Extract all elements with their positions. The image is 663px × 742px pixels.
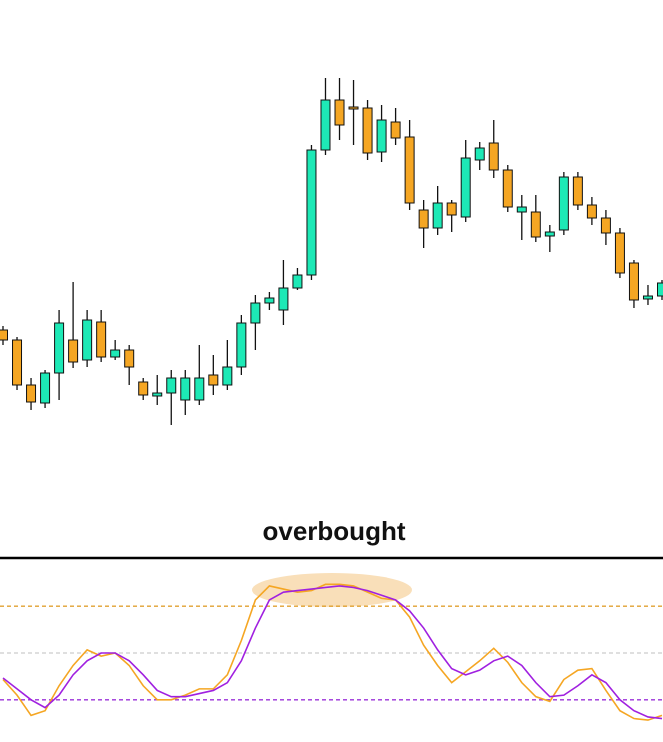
candle-body bbox=[614, 232, 625, 274]
candle-body bbox=[264, 297, 275, 304]
candle-body bbox=[222, 366, 233, 386]
candle-body bbox=[446, 202, 457, 216]
candle-body bbox=[40, 372, 51, 404]
candle-body bbox=[600, 217, 611, 234]
candle-body bbox=[26, 384, 37, 403]
candle-body bbox=[657, 282, 663, 297]
candle-body bbox=[544, 231, 555, 237]
oscillator-line bbox=[2, 585, 663, 720]
candle-body bbox=[236, 322, 247, 368]
candle-body bbox=[516, 206, 527, 213]
candle-body bbox=[208, 374, 219, 386]
candle-body bbox=[166, 377, 177, 394]
candle-body bbox=[642, 295, 653, 300]
candle-body bbox=[488, 142, 499, 171]
candle-body bbox=[474, 147, 485, 161]
candle-body bbox=[12, 339, 23, 386]
candle-body bbox=[348, 106, 359, 110]
candle-body bbox=[390, 121, 401, 139]
candle-body bbox=[418, 209, 429, 229]
candle-body bbox=[110, 349, 121, 358]
candle-body bbox=[432, 202, 443, 229]
candle-body bbox=[502, 169, 513, 208]
highlight bbox=[252, 573, 412, 607]
candle-body bbox=[628, 262, 639, 301]
candle-body bbox=[250, 302, 261, 324]
candle-body bbox=[320, 99, 331, 151]
candle-body bbox=[278, 287, 289, 311]
candle-body bbox=[376, 119, 387, 153]
candle-body bbox=[96, 321, 107, 358]
candle-body bbox=[306, 149, 317, 276]
candle-body bbox=[404, 136, 415, 204]
candle-body bbox=[152, 392, 163, 397]
candle-body bbox=[124, 349, 135, 368]
oscillator-panel bbox=[0, 583, 663, 721]
candle-body bbox=[362, 107, 373, 154]
candle-body bbox=[334, 99, 345, 126]
candle-body bbox=[138, 381, 149, 396]
candle-body bbox=[530, 211, 541, 238]
candle-body bbox=[292, 274, 303, 289]
price-panel bbox=[0, 78, 663, 425]
candle-body bbox=[54, 322, 65, 374]
candle-body bbox=[0, 329, 8, 341]
candle-body bbox=[68, 339, 79, 363]
candle-body bbox=[194, 377, 205, 401]
candle-body bbox=[82, 319, 93, 361]
candle-body bbox=[586, 204, 597, 219]
candle-body bbox=[460, 157, 471, 218]
candle-body bbox=[558, 176, 569, 231]
annotation: overbought bbox=[263, 516, 406, 546]
candle-body bbox=[572, 176, 583, 206]
candle-body bbox=[180, 377, 191, 401]
